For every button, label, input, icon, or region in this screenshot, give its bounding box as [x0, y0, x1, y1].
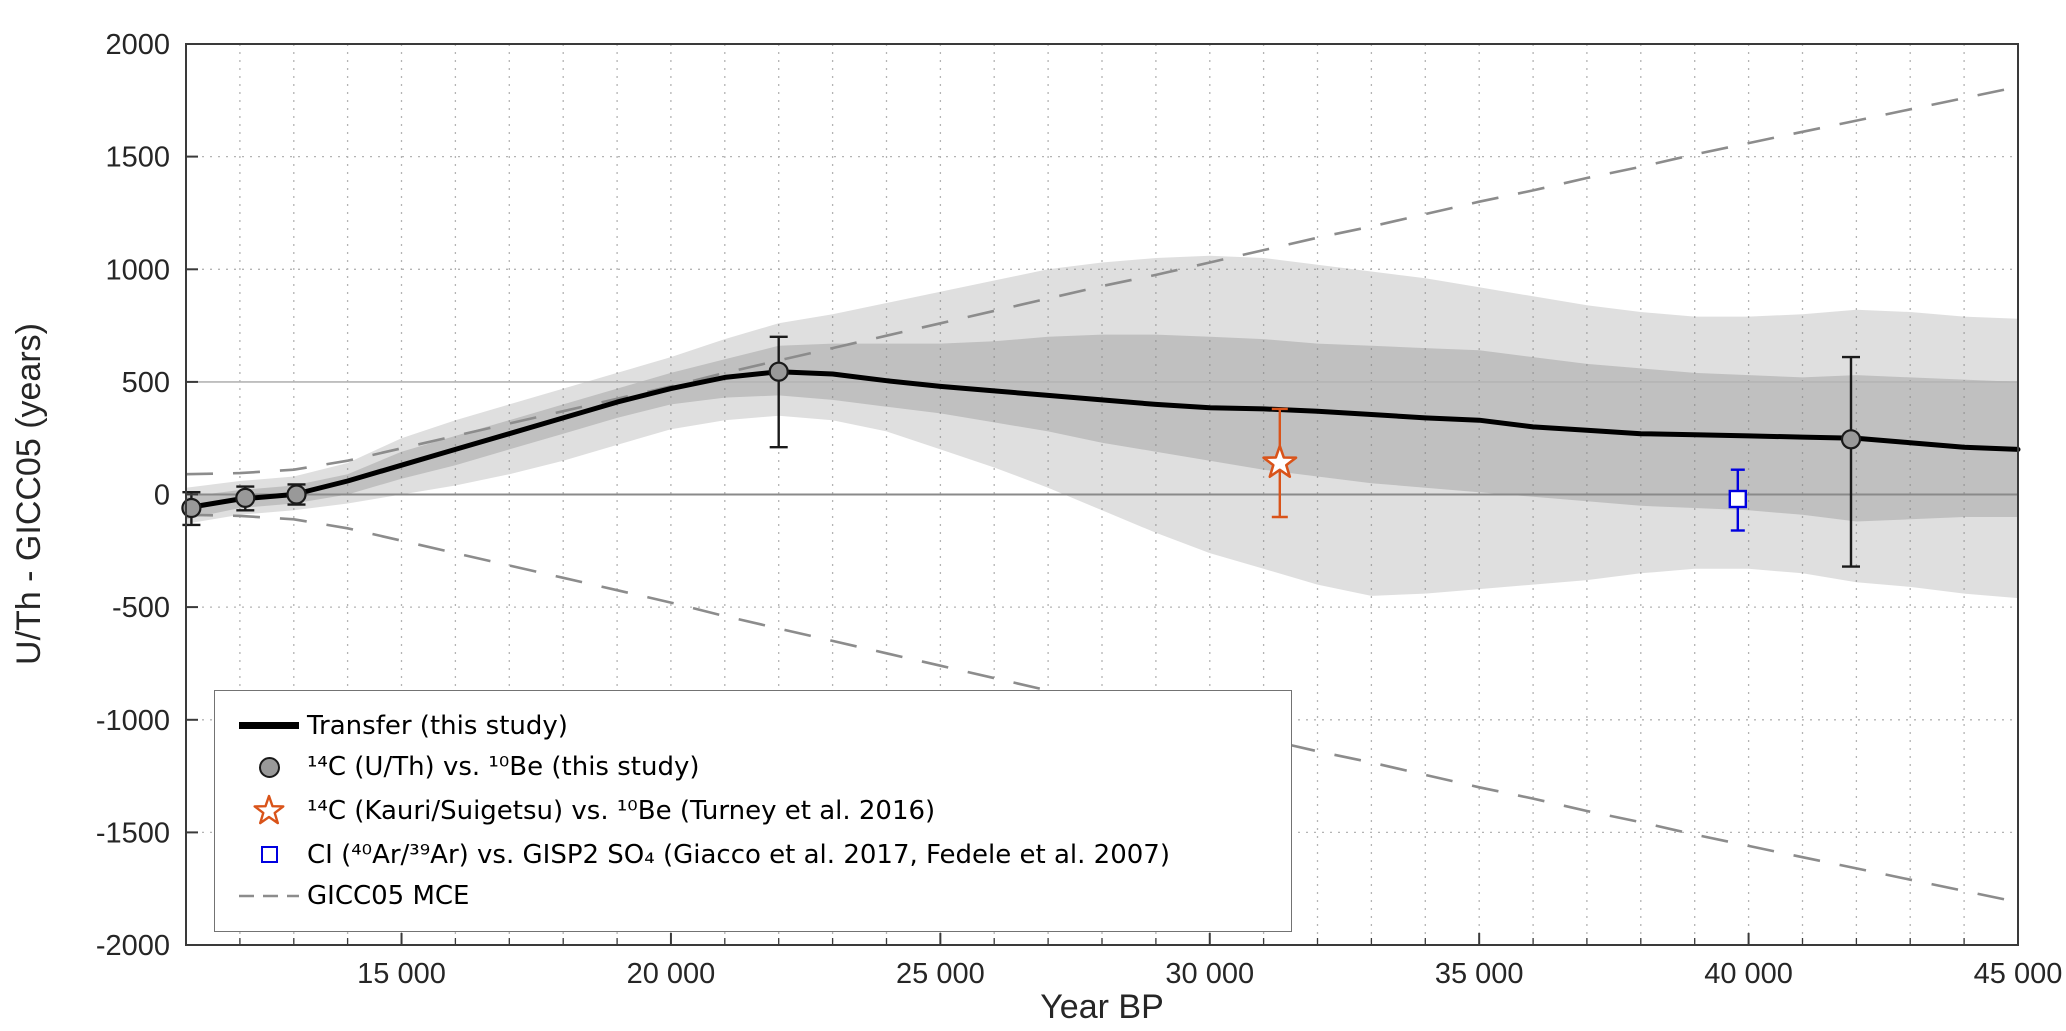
gray-circle-marker [235, 487, 256, 508]
legend-label-c14-uth: ¹⁴C (U/Th) vs. ¹⁰Be (this study) [307, 751, 700, 782]
gray-circle-marker [768, 361, 789, 382]
y-tick-label: 500 [122, 367, 170, 399]
gicc05-mce-upper [185, 85, 2019, 476]
gray-circle-marker [1840, 429, 1862, 450]
y-tick-label: -1500 [96, 817, 170, 849]
x-tick-label: 15 000 [357, 958, 446, 990]
confidence-band-outer [186, 255, 2018, 599]
x-tick-label: 25 000 [896, 958, 985, 990]
legend-item-ci: CI (⁴⁰Ar/³⁹Ar) vs. GISP2 SO₄ (Giacco et … [231, 839, 1275, 870]
axes: 15 000 20 000 25 000 30 000 35 000 40 000 45 0… [96, 29, 2063, 990]
x-axis-label: Year BP [1040, 988, 1164, 1026]
x-tick-label: 35 000 [1435, 958, 1524, 990]
dashed-line-swatch [231, 892, 307, 900]
x-tick-label: 20 000 [627, 958, 716, 990]
star-icon [253, 794, 285, 825]
plot-layers: 15 000 20 000 25 000 30 000 35 000 40 000 45 0… [96, 29, 2063, 990]
legend: Transfer (this study) ¹⁴C (U/Th) vs. ¹⁰B… [214, 690, 1292, 932]
transfer-curve [183, 369, 2021, 511]
y-axis-label: U/Th - GICC05 (years) [10, 323, 48, 665]
ci-gisp2-marker [1728, 468, 1748, 532]
legend-label-ci: CI (⁴⁰Ar/³⁹Ar) vs. GISP2 SO₄ (Giacco et … [307, 839, 1170, 870]
gicc05-mce-lower [185, 513, 2019, 904]
legend-item-mce: GICC05 MCE [231, 882, 1275, 911]
gray-circle-swatch [231, 756, 307, 778]
y-tick-label: 1000 [105, 254, 170, 286]
red-star-marker [1262, 444, 1298, 478]
dashed-line-icon [239, 894, 299, 898]
blue-square-swatch [231, 846, 307, 864]
y-tick-label: -2000 [96, 930, 170, 962]
y-tick-label: 1500 [105, 142, 170, 174]
legend-item-c14-kauri: ¹⁴C (Kauri/Suigetsu) vs. ¹⁰Be (Turney et… [231, 794, 1275, 828]
circle-marker-icon [258, 756, 280, 778]
gray-circle-marker [286, 484, 307, 505]
x-tick-label: 30 000 [1165, 958, 1254, 990]
kauri-suigetsu-marker [1262, 407, 1298, 519]
legend-label-transfer: Transfer (this study) [307, 710, 568, 741]
x-tick-label: 45 000 [1974, 958, 2063, 990]
y-tick-label: 2000 [105, 29, 170, 61]
transfer-line-swatch [231, 722, 307, 730]
y-tick-label: -1000 [96, 705, 170, 737]
legend-label-mce: GICC05 MCE [307, 880, 470, 911]
y-tick-label: -500 [112, 592, 170, 624]
legend-item-transfer: Transfer (this study) [231, 710, 1275, 741]
square-marker-icon [260, 846, 278, 864]
red-star-swatch [231, 794, 307, 828]
legend-item-c14-uth: ¹⁴C (U/Th) vs. ¹⁰Be (this study) [231, 753, 1275, 782]
y-tick-label: 0 [154, 480, 170, 512]
blue-square-marker [1728, 489, 1748, 509]
thick-line-icon [239, 722, 299, 730]
x-tick-label: 40 000 [1704, 958, 1793, 990]
legend-label-c14-kauri: ¹⁴C (Kauri/Suigetsu) vs. ¹⁰Be (Turney et… [307, 795, 936, 826]
